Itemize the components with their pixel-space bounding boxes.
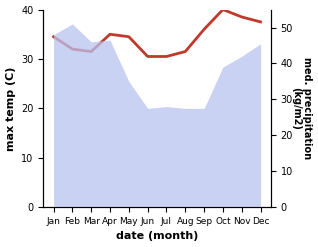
Y-axis label: med. precipitation
(kg/m2): med. precipitation (kg/m2) — [291, 57, 313, 159]
X-axis label: date (month): date (month) — [116, 231, 198, 242]
Y-axis label: max temp (C): max temp (C) — [5, 66, 16, 151]
